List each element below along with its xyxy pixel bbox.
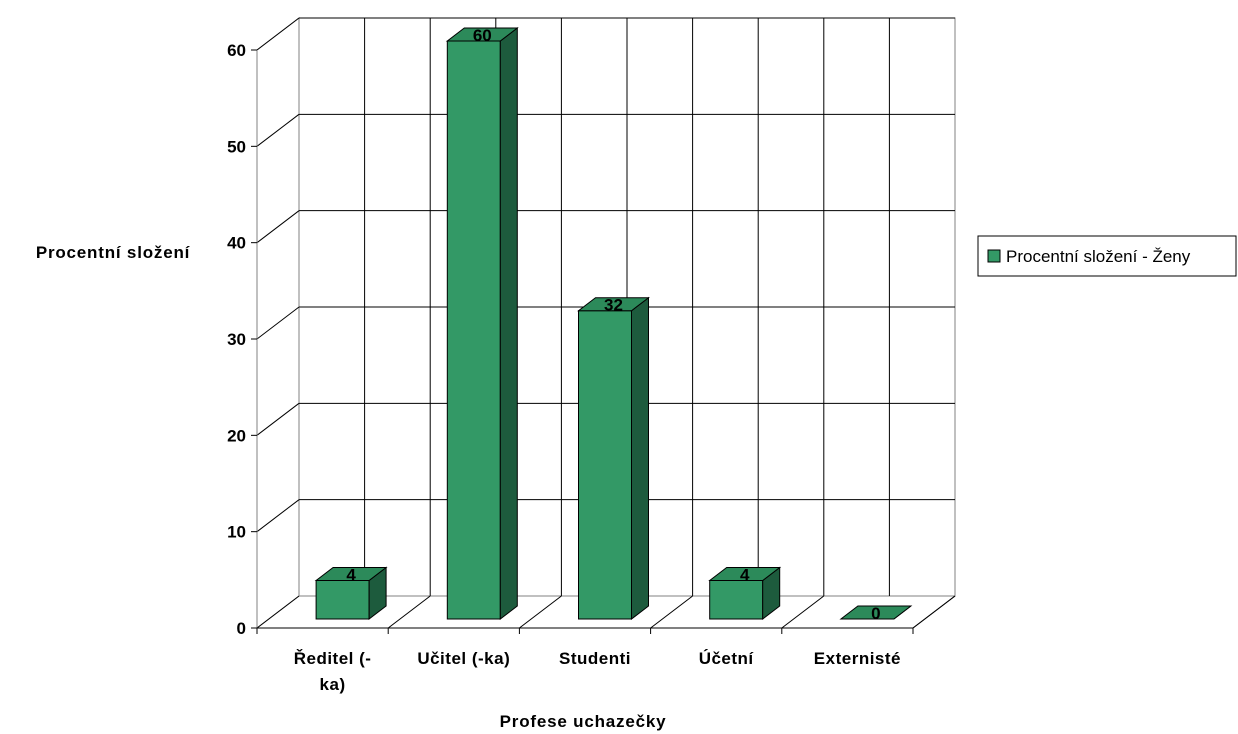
bars: [314, 26, 913, 621]
floor-line: [387, 595, 431, 629]
bar-top: [314, 566, 388, 581]
legend-label: Procentní složení - Ženy: [1006, 247, 1191, 266]
y-tick-label: 60: [227, 41, 246, 60]
bar: [445, 26, 519, 621]
data-label: 32: [604, 296, 623, 315]
data-label: 4: [346, 565, 356, 584]
bar-top: [839, 605, 913, 620]
bar-side: [499, 26, 518, 621]
y-tick-label: 0: [237, 619, 246, 638]
side-gridline: [256, 402, 300, 436]
side-gridline: [256, 499, 300, 533]
x-tick-label: Studenti: [559, 649, 631, 668]
data-label: 0: [871, 604, 880, 623]
floor-edge: [912, 595, 956, 629]
legend-frame: [977, 235, 1237, 277]
bar: [708, 566, 782, 621]
side-gridline: [256, 306, 300, 340]
bar-front: [446, 40, 501, 620]
bar-front: [709, 579, 764, 620]
data-label: 4: [740, 565, 750, 584]
data-labels: 4 60 32 4 0: [346, 26, 880, 623]
data-label: 60: [473, 26, 492, 45]
y-tick-label: 20: [227, 426, 246, 445]
bar: [839, 605, 913, 620]
bar-front: [578, 310, 632, 620]
floor-line: [650, 595, 693, 629]
bar: [314, 566, 388, 621]
bar-top: [445, 27, 519, 42]
y-tick-label: 40: [227, 234, 246, 253]
legend-swatch: [987, 249, 1001, 263]
x-axis-ticks: Ředitel (-ka) Učitel (-ka) Studenti Účetní E…: [256, 628, 914, 694]
bar-front: [315, 579, 370, 620]
side-gridline: [256, 17, 300, 51]
x-tick-label: Ředitel (-ka): [294, 649, 372, 694]
x-tick-label: Externisté: [814, 649, 901, 668]
x-tick-label: Učitel (-ka): [417, 649, 510, 668]
legend: Procentní složení - Ženy: [977, 235, 1237, 277]
side-gridline: [256, 210, 300, 244]
side-gridline: [256, 113, 300, 147]
floor-line: [256, 595, 300, 629]
bar-top: [708, 566, 782, 581]
bar-top: [577, 297, 650, 312]
floor-line: [519, 595, 562, 629]
y-tick-label: 30: [227, 330, 246, 349]
bar-side: [631, 296, 649, 621]
y-axis-ticks: 0 10 20 30 40 50 60: [227, 41, 257, 638]
y-axis-title: Procentní složení: [36, 243, 191, 262]
y-tick-label: 50: [227, 137, 246, 156]
y-tick-label: 10: [227, 523, 246, 542]
bar: [577, 296, 650, 621]
floor-line: [781, 595, 825, 629]
x-tick-label: Účetní: [699, 649, 755, 668]
x-axis-title: Profese uchazečky: [500, 712, 667, 731]
